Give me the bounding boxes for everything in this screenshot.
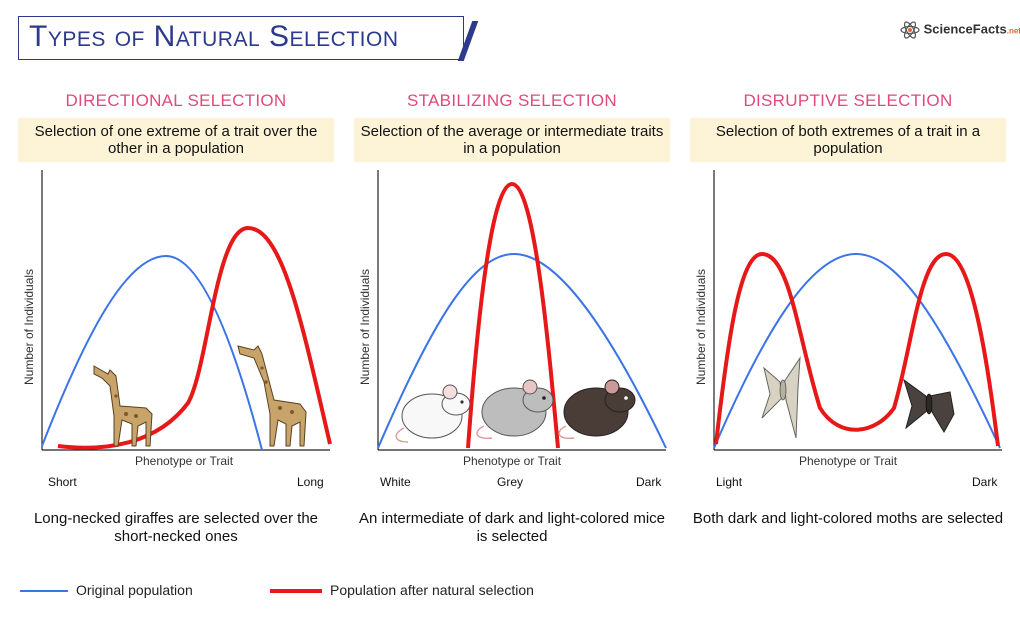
panel-stabilizing: STABILIZING SELECTION Selection of the a… <box>354 88 670 558</box>
logo-text: ScienceFacts <box>923 21 1007 37</box>
legend-after: Population after natural selection <box>270 582 534 598</box>
graph-stabilizing <box>377 170 667 451</box>
after-selection-curve <box>714 251 1000 447</box>
original-population-curve <box>377 252 667 449</box>
x-axis-label: Phenotype or Trait <box>798 454 898 468</box>
original-population-curve <box>41 254 263 451</box>
panel-heading: DISRUPTIVE SELECTION <box>743 91 953 110</box>
long-necked-giraffe-illustration <box>237 345 307 447</box>
dark-mouse-illustration <box>558 379 636 440</box>
panel-caption: Both dark and light-colored moths are se… <box>692 510 1004 527</box>
y-axis-label: Number of Individuals <box>22 268 36 385</box>
y-axis-label: Number of Individuals <box>358 268 372 385</box>
tick-right: Long <box>297 475 324 489</box>
legend-after-label: Population after natural selection <box>330 582 534 598</box>
x-axis-label: Phenotype or Trait <box>134 454 234 468</box>
dark-moth-illustration <box>903 378 955 433</box>
graph-disruptive <box>713 170 1002 451</box>
title-box: Types of Natural Selection <box>18 16 464 60</box>
legend-original-label: Original population <box>76 582 193 598</box>
white-mouse-illustration <box>395 384 471 443</box>
panel-caption: Long-necked giraffes are selected over t… <box>33 510 319 545</box>
light-moth-illustration <box>761 356 801 439</box>
panel-heading: DIRECTIONAL SELECTION <box>65 91 287 110</box>
tick-right: Dark <box>636 475 662 489</box>
panel-heading: STABILIZING SELECTION <box>406 91 618 110</box>
page-title: Types of Natural Selection <box>29 20 399 53</box>
tick-middle: Grey <box>497 475 524 489</box>
original-population-curve <box>713 252 1001 449</box>
panel-description: Selection of the average or intermediate… <box>354 118 670 162</box>
tick-left: White <box>380 475 411 489</box>
legend-original-line <box>20 590 68 593</box>
logo-suffix: .net <box>1006 26 1020 36</box>
panel-directional: DIRECTIONAL SELECTION Selection of one e… <box>18 88 334 558</box>
atom-icon <box>900 21 920 39</box>
after-selection-curve <box>466 181 560 449</box>
grey-mouse-illustration <box>476 379 554 440</box>
legend-original: Original population <box>20 582 193 598</box>
tick-right: Dark <box>972 475 998 489</box>
x-axis-label: Phenotype or Trait <box>462 454 562 468</box>
graph-directional <box>41 170 332 451</box>
short-necked-giraffe-illustration <box>93 365 153 447</box>
tick-left: Light <box>716 475 743 489</box>
y-axis-label: Number of Individuals <box>694 268 708 385</box>
panel-disruptive: DISRUPTIVE SELECTION Selection of both e… <box>690 88 1006 558</box>
logo: ScienceFacts.net <box>900 20 1020 40</box>
panel-description: Selection of both extremes of a trait in… <box>690 118 1006 162</box>
tick-left: Short <box>48 475 77 489</box>
after-selection-curve <box>57 225 332 450</box>
legend-after-line <box>270 589 322 594</box>
panel-caption: An intermediate of dark and light-colore… <box>359 510 665 545</box>
panel-description: Selection of one extreme of a trait over… <box>18 118 334 162</box>
